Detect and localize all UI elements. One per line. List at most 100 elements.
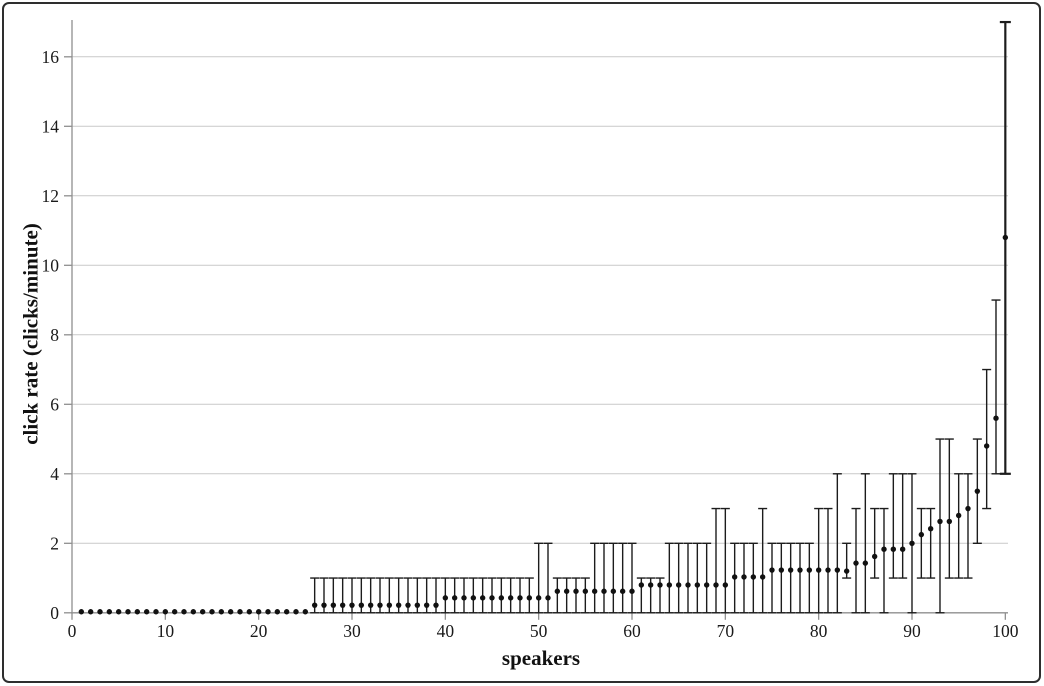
- x-tick-label: 40: [437, 621, 455, 641]
- data-point: [582, 588, 589, 594]
- data-point: [909, 540, 915, 546]
- data-point: [255, 609, 262, 615]
- data-point: [97, 609, 103, 615]
- data-point: [955, 512, 962, 519]
- x-tick-label: 80: [810, 621, 828, 641]
- data-point: [965, 505, 971, 512]
- y-tick-label: 2: [50, 533, 59, 553]
- data-point: [946, 518, 953, 525]
- y-tick-label: 6: [50, 394, 59, 414]
- data-point: [806, 567, 813, 573]
- data-point: [685, 582, 691, 588]
- data-point: [386, 602, 393, 608]
- data-point: [190, 609, 197, 615]
- data-point: [423, 602, 430, 608]
- data-point: [237, 609, 243, 615]
- y-axis-title: click rate (clicks/minute): [18, 223, 43, 445]
- data-point: [321, 602, 327, 608]
- data-point: [414, 602, 421, 608]
- data-point: [769, 567, 775, 573]
- data-point: [825, 567, 831, 573]
- data-point: [115, 609, 122, 615]
- data-point: [713, 582, 719, 588]
- data-point: [283, 609, 290, 615]
- data-point: [591, 588, 598, 594]
- data-point: [862, 560, 869, 566]
- y-tick-label: 16: [42, 47, 60, 67]
- x-tick-label: 50: [530, 621, 548, 641]
- data-point: [899, 546, 906, 552]
- data-point: [227, 609, 234, 615]
- data-point: [143, 609, 150, 615]
- data-point: [358, 602, 365, 608]
- data-point: [871, 553, 878, 560]
- data-point: [489, 595, 495, 601]
- y-tick-label: 10: [42, 255, 60, 275]
- x-tick-label: 100: [992, 621, 1019, 641]
- y-tick-label: 14: [42, 116, 60, 136]
- y-tick-label: 8: [50, 325, 59, 345]
- data-point: [405, 602, 411, 608]
- data-point: [274, 609, 281, 615]
- data-point: [694, 582, 701, 588]
- data-point: [377, 602, 383, 608]
- data-point: [601, 588, 607, 594]
- data-point: [610, 588, 617, 594]
- x-tick-label: 20: [250, 621, 268, 641]
- data-point: [629, 588, 635, 594]
- data-point: [293, 609, 299, 615]
- data-point: [311, 602, 318, 608]
- data-point: [731, 574, 738, 580]
- data-point: [750, 574, 757, 580]
- data-point: [993, 415, 999, 421]
- data-point: [134, 609, 141, 615]
- data-point: [181, 609, 187, 615]
- data-point: [246, 609, 253, 615]
- data-point: [349, 602, 355, 608]
- data-point: [442, 595, 449, 601]
- y-tick-label: 4: [50, 464, 59, 484]
- data-point: [787, 567, 794, 573]
- data-point: [162, 609, 169, 615]
- data-point: [638, 582, 645, 588]
- data-point: [125, 609, 131, 615]
- data-point: [106, 609, 113, 615]
- data-point: [881, 546, 887, 552]
- data-point: [517, 595, 523, 601]
- data-point: [778, 567, 785, 573]
- data-point: [498, 595, 505, 601]
- data-point: [479, 595, 486, 601]
- data-point: [937, 518, 943, 525]
- data-point: [563, 588, 570, 594]
- data-point: [927, 526, 934, 532]
- data-point: [330, 602, 337, 608]
- x-axis-title: speakers: [501, 646, 581, 670]
- data-point: [741, 574, 747, 580]
- x-tick-label: 70: [717, 621, 735, 641]
- data-point: [433, 602, 439, 608]
- data-point: [722, 582, 729, 588]
- data-point: [834, 567, 841, 573]
- data-point: [815, 567, 822, 573]
- x-tick-label: 30: [343, 621, 361, 641]
- data-point: [470, 595, 477, 601]
- data-point: [461, 595, 467, 601]
- x-tick-label: 10: [157, 621, 175, 641]
- data-point: [507, 595, 514, 601]
- data-point: [526, 595, 533, 601]
- data-point: [451, 595, 458, 601]
- data-point: [171, 609, 178, 615]
- data-point: [199, 609, 206, 615]
- data-point: [759, 574, 766, 580]
- data-point: [797, 567, 803, 573]
- data-point: [545, 595, 551, 601]
- data-point: [675, 582, 682, 588]
- data-point: [87, 609, 94, 615]
- data-point: [302, 609, 309, 615]
- y-tick-label: 0: [50, 603, 59, 623]
- data-point: [890, 546, 897, 552]
- data-point: [647, 582, 654, 588]
- data-point: [983, 443, 990, 449]
